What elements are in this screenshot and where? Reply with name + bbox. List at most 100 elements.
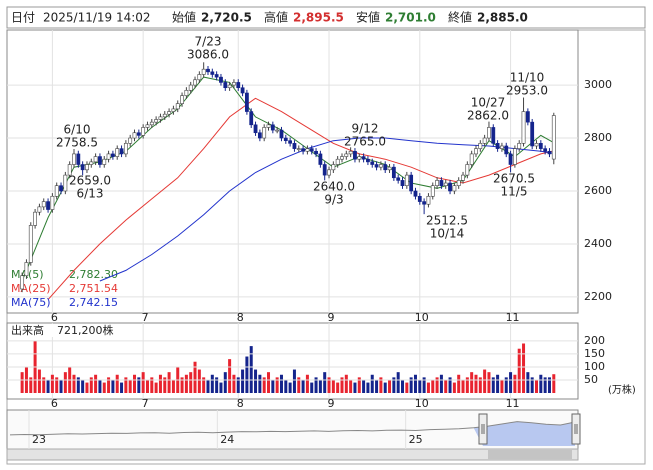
- volume-bar: [163, 377, 167, 393]
- volume-bar: [128, 379, 132, 393]
- volume-bar: [396, 372, 400, 393]
- volume-bar: [50, 374, 54, 393]
- candle-body: [508, 153, 513, 165]
- candle-body: [249, 111, 254, 126]
- candle-body: [72, 153, 76, 165]
- candle-body: [128, 137, 133, 144]
- x-tick-label: 10: [415, 397, 429, 410]
- volume-bar: [526, 372, 530, 393]
- volume-bar: [284, 379, 288, 393]
- candle-body: [469, 153, 474, 165]
- candle-body: [283, 137, 288, 141]
- volume-bar: [55, 377, 59, 393]
- volume-bar: [431, 379, 435, 393]
- candle-body: [63, 174, 68, 192]
- candle-body: [500, 145, 504, 149]
- scrollbar[interactable]: [6, 448, 579, 461]
- volume-bar: [487, 372, 491, 393]
- candle-body: [158, 116, 163, 120]
- volume-bar: [535, 379, 539, 393]
- annotation-text: 6/10: [64, 123, 91, 137]
- volume-bar: [141, 372, 145, 393]
- candle-body: [461, 174, 465, 181]
- volume-panel: [6, 322, 579, 400]
- candle-body: [89, 161, 94, 165]
- navigator-handle[interactable]: [478, 413, 488, 445]
- annotation-text: 2640.0: [313, 180, 355, 194]
- volume-bar: [478, 377, 482, 393]
- volume-bar: [215, 377, 219, 393]
- open-value: 2,720.5: [201, 11, 252, 25]
- candle-body: [314, 150, 318, 155]
- annotation-text: 10/14: [430, 227, 465, 241]
- candle-body: [162, 113, 167, 118]
- volume-bar: [530, 377, 534, 393]
- volume-bar: [383, 382, 387, 393]
- volume-bar: [426, 382, 430, 393]
- candle-body: [331, 164, 336, 171]
- volume-bar: [504, 377, 508, 393]
- navigator-handle[interactable]: [571, 413, 581, 445]
- x-tick-label: 11: [506, 311, 520, 324]
- candle-body: [318, 153, 323, 165]
- volume-bar: [288, 382, 292, 393]
- volume-bar: [189, 372, 193, 393]
- scroll-thumb[interactable]: [488, 450, 572, 459]
- volume-bar: [197, 369, 201, 393]
- annotation-text: 9/3: [324, 193, 343, 207]
- candle-body: [374, 164, 379, 168]
- candle-body: [430, 185, 435, 197]
- candle-body: [80, 164, 85, 171]
- candle-body: [487, 127, 491, 139]
- handle-body: [571, 413, 581, 445]
- legend-value: 2,751.54: [69, 282, 118, 295]
- volume-bar: [379, 377, 383, 393]
- volume-bar: [474, 374, 478, 393]
- volume-bar: [413, 374, 417, 393]
- candle-body: [270, 124, 275, 131]
- volume-bar: [124, 377, 128, 393]
- volume-bar: [500, 379, 504, 393]
- candle-body: [422, 201, 427, 205]
- candle-body: [512, 148, 517, 165]
- volume-bar: [236, 377, 240, 393]
- volume-bar: [448, 377, 452, 393]
- volume-bar: [422, 377, 426, 393]
- volume-bar: [228, 359, 232, 393]
- volume-bar: [513, 374, 517, 393]
- volume-bar: [245, 356, 249, 393]
- candle-body: [266, 124, 271, 128]
- volume-bar: [89, 377, 93, 393]
- volume-bar: [314, 377, 318, 393]
- volume-bar: [102, 382, 106, 393]
- volume-bar: [137, 377, 141, 393]
- volume-bar: [94, 374, 98, 393]
- candle-body: [76, 153, 81, 165]
- x-tick-label: 8: [237, 397, 244, 410]
- annotation-text: 2512.5: [426, 214, 468, 228]
- volume-bar: [405, 382, 409, 393]
- candle-body: [184, 90, 189, 96]
- volume-bar: [543, 377, 547, 393]
- volume-bar: [267, 372, 271, 393]
- candle-body: [409, 174, 414, 192]
- volume-bar: [171, 379, 175, 393]
- candle-body: [154, 119, 159, 123]
- x-tick-label: 7: [142, 397, 149, 410]
- candle-body: [400, 180, 405, 186]
- y-tick-label: 150: [584, 347, 605, 360]
- volume-bar: [180, 377, 184, 393]
- close-label: 終値: [448, 10, 472, 25]
- volume-bar: [42, 377, 46, 393]
- candle-body: [404, 174, 409, 186]
- volume-bar: [98, 379, 102, 393]
- volume-bar: [362, 379, 366, 393]
- candle-body: [197, 74, 202, 81]
- candle-body: [149, 121, 154, 126]
- volume-bar: [81, 379, 85, 393]
- volume-bar: [305, 374, 309, 393]
- volume-bar: [483, 369, 487, 393]
- annotation-text: 2862.0: [467, 109, 509, 123]
- candle-body: [435, 180, 439, 186]
- candle-body: [391, 166, 396, 179]
